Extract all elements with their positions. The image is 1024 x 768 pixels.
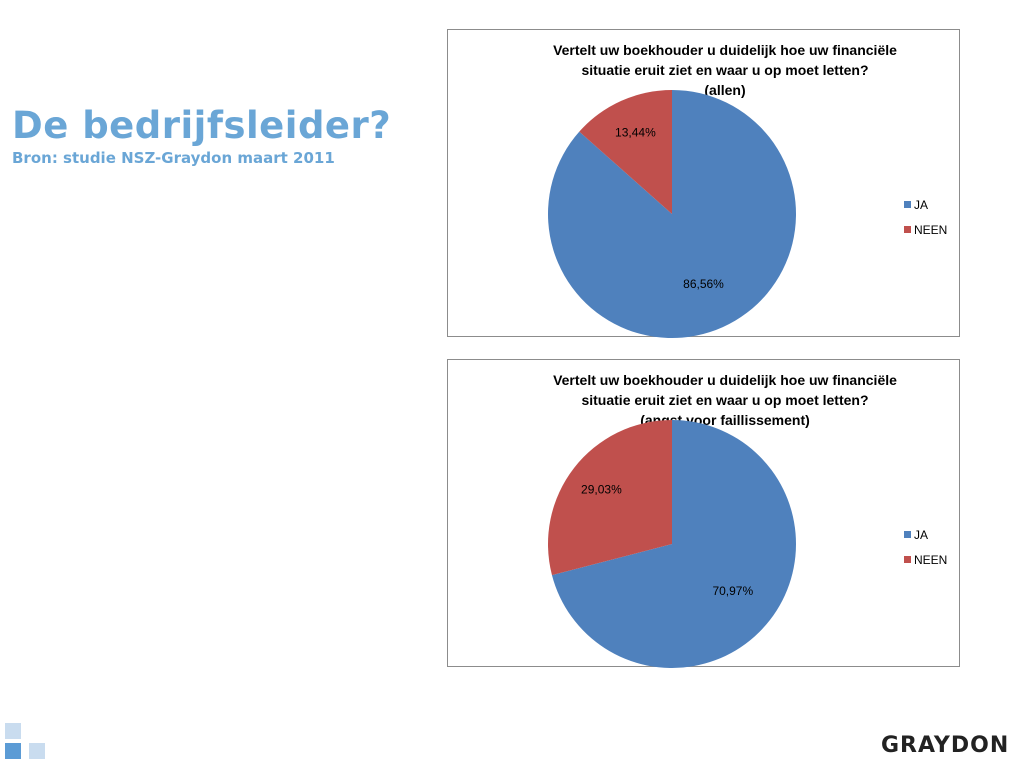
graydon-logo: GRAYDON <box>881 733 1010 758</box>
pie-chart-svg: Vertelt uw boekhouder u duidelijk hoe uw… <box>548 42 947 338</box>
pie-slice-neen <box>579 90 672 214</box>
legend-label-neen: NEEN <box>914 553 947 567</box>
squares-decoration-icon <box>5 723 45 759</box>
chart-title-line: Vertelt uw boekhouder u duidelijk hoe uw… <box>553 372 897 388</box>
data-label-ja: 86,56% <box>683 277 724 291</box>
chart-title-line: Vertelt uw boekhouder u duidelijk hoe uw… <box>553 42 897 58</box>
legend-swatch-neen <box>904 226 911 233</box>
data-label-ja: 70,97% <box>712 584 753 598</box>
pie-chart-angst: Vertelt uw boekhouder u duidelijk hoe uw… <box>447 359 960 668</box>
pie-slice-neen <box>548 420 672 576</box>
chart-title-line: (allen) <box>704 82 745 98</box>
legend-label-ja: JA <box>914 528 928 542</box>
pie-chart-allen: Vertelt uw boekhouder u duidelijk hoe uw… <box>447 29 960 338</box>
chart-title-line: situatie eruit ziet en waar u op moet le… <box>581 392 868 408</box>
legend-label-ja: JA <box>914 198 928 212</box>
pie-slice-ja <box>548 90 796 338</box>
legend-swatch-ja <box>904 201 911 208</box>
slide-subtitle: Bron: studie NSZ-Graydon maart 2011 <box>12 149 335 167</box>
chart-title-line: situatie eruit ziet en waar u op moet le… <box>581 62 868 78</box>
legend-swatch-ja <box>904 531 911 538</box>
legend-swatch-neen <box>904 556 911 563</box>
data-label-neen: 13,44% <box>615 126 656 140</box>
pie-slice-ja <box>551 420 796 668</box>
slide-title: De bedrijfsleider? <box>12 104 392 147</box>
pie-chart-svg: Vertelt uw boekhouder u duidelijk hoe uw… <box>548 372 947 668</box>
legend-label-neen: NEEN <box>914 223 947 237</box>
data-label-neen: 29,03% <box>581 482 622 496</box>
